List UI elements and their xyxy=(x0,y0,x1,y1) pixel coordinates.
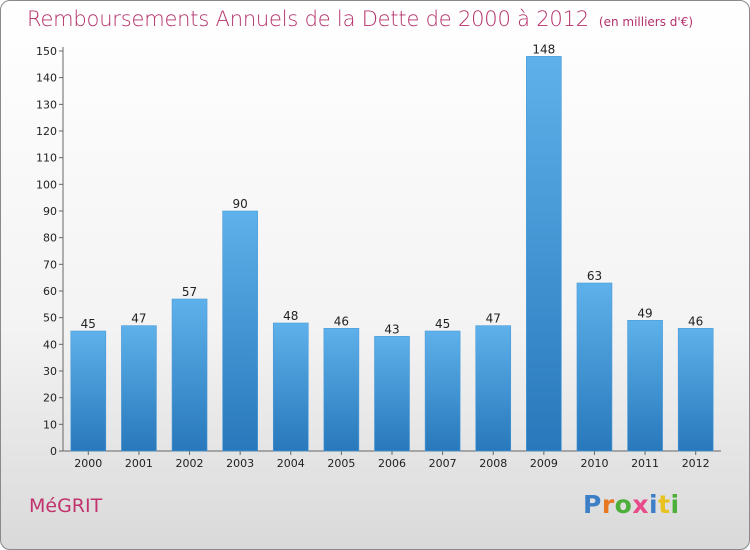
y-tick-label: 20 xyxy=(43,392,57,405)
data-label: 47 xyxy=(131,312,146,326)
y-tick-label: 50 xyxy=(43,312,57,325)
logo-letter: i xyxy=(649,490,659,519)
proxiti-logo[interactable]: Proxiti xyxy=(583,490,680,519)
data-label: 63 xyxy=(587,269,602,283)
chart-title-block: Remboursements Annuels de la Dette de 20… xyxy=(27,7,693,31)
logo-letter: o xyxy=(614,490,633,519)
x-tick-label: 2001 xyxy=(125,457,153,470)
chart-title: Remboursements Annuels de la Dette de 20… xyxy=(27,7,589,31)
bar xyxy=(171,298,208,452)
bar xyxy=(526,56,562,452)
bar xyxy=(70,330,107,452)
bar xyxy=(222,210,258,452)
logo-letter: r xyxy=(601,490,615,519)
town-name: MéGRIT xyxy=(29,495,103,517)
axes-group: 0 10 20 30 40 50 60 70 80 90 100 110 120 130 140 150 xyxy=(36,45,721,458)
logo-letter: x xyxy=(632,490,649,519)
x-tick-label: 2007 xyxy=(429,457,457,470)
x-tick-label: 2005 xyxy=(327,457,355,470)
bar xyxy=(475,325,512,452)
bars-group xyxy=(70,56,714,452)
y-tick-label: 90 xyxy=(43,205,57,218)
logo-letter: i xyxy=(670,490,680,519)
data-label: 46 xyxy=(688,314,703,328)
x-tick-label: 2012 xyxy=(682,457,710,470)
x-tick-label: 2009 xyxy=(530,457,558,470)
y-tick-label: 40 xyxy=(43,338,57,351)
x-tick-label: 2010 xyxy=(580,457,608,470)
y-tick-label: 100 xyxy=(36,178,57,191)
data-label: 45 xyxy=(81,317,96,331)
x-tick-label: 2011 xyxy=(631,457,659,470)
y-tick-label: 70 xyxy=(43,258,57,271)
x-tick-label: 2002 xyxy=(176,457,204,470)
y-tick-label: 120 xyxy=(36,125,57,138)
y-tick-label: 110 xyxy=(36,152,57,165)
data-label: 49 xyxy=(637,306,652,320)
y-tick-label: 30 xyxy=(43,365,57,378)
x-tick-label: 2008 xyxy=(479,457,507,470)
data-label: 43 xyxy=(384,322,399,336)
x-tick-label: 2006 xyxy=(378,457,406,470)
data-label: 57 xyxy=(182,285,197,299)
x-tick-label: 2000 xyxy=(74,457,102,470)
y-tick-label: 0 xyxy=(50,445,57,458)
bar xyxy=(272,322,309,452)
y-tick-label: 10 xyxy=(43,418,57,431)
bar xyxy=(424,330,461,452)
bar xyxy=(323,328,360,452)
y-tick-label: 140 xyxy=(36,72,57,85)
x-tick-label: 2003 xyxy=(226,457,254,470)
x-tick-label: 2004 xyxy=(277,457,305,470)
labels-group: 2000 45 2001 47 2002 57 2003 90 2004 48 2005 46 2006… xyxy=(74,42,709,470)
y-tick-label: 80 xyxy=(43,232,57,245)
y-tick-label: 60 xyxy=(43,285,57,298)
bar xyxy=(121,325,157,452)
logo-letter: P xyxy=(583,490,602,519)
bar xyxy=(374,336,410,452)
data-label: 45 xyxy=(435,317,450,331)
data-label: 48 xyxy=(283,309,298,323)
data-label: 90 xyxy=(233,197,248,211)
chart-unit: (en milliers d'€) xyxy=(598,15,694,29)
bar xyxy=(627,320,663,452)
bar xyxy=(576,282,613,452)
y-tick-label: 150 xyxy=(36,45,57,58)
y-tick-label: 130 xyxy=(36,98,57,111)
data-label: 46 xyxy=(334,314,349,328)
bar xyxy=(677,328,714,452)
data-label: 47 xyxy=(486,312,501,326)
data-label: 148 xyxy=(532,42,555,56)
logo-letter: t xyxy=(658,490,671,519)
